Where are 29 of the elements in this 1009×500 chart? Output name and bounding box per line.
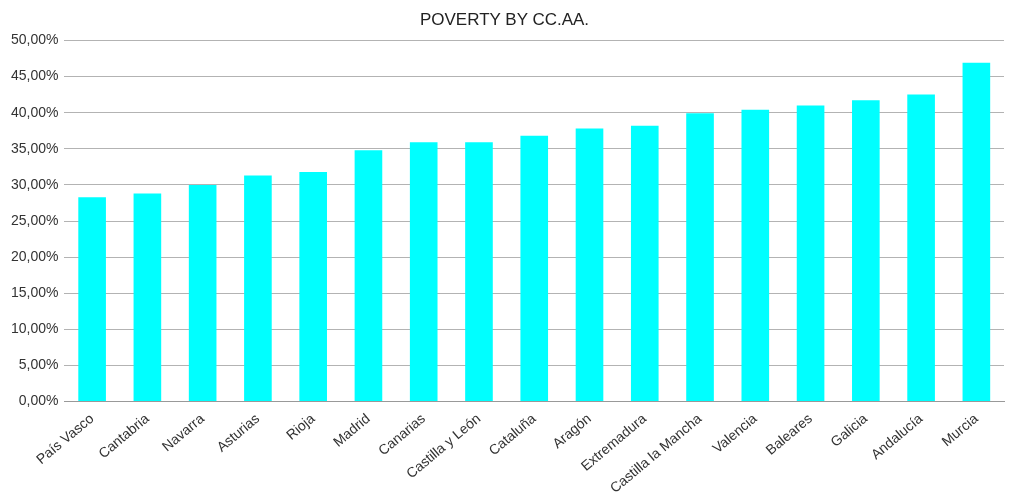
- y-tick-label: 0,00%: [18, 392, 59, 409]
- bar: [188, 184, 217, 402]
- bar: [520, 135, 549, 402]
- bar: [244, 175, 272, 402]
- bar: [133, 193, 162, 402]
- bar: [796, 105, 825, 402]
- bar: [907, 94, 935, 402]
- y-tick-label: 30,00%: [11, 175, 59, 192]
- bar: [741, 109, 770, 402]
- bar: [465, 142, 493, 402]
- bar: [299, 171, 327, 402]
- chart-title: POVERTY BY CC.AA.: [419, 9, 590, 29]
- y-tick-label: 15,00%: [11, 284, 59, 301]
- bar: [575, 128, 604, 402]
- y-tick-label: 50,00%: [11, 31, 59, 48]
- y-tick-label: 10,00%: [11, 320, 59, 337]
- y-tick-label: 35,00%: [11, 139, 59, 156]
- bar: [354, 150, 383, 402]
- bar: [630, 125, 659, 402]
- bar: [852, 100, 880, 402]
- bar: [686, 113, 714, 402]
- y-tick-label: 5,00%: [18, 356, 59, 373]
- bar: [962, 62, 991, 402]
- bar: [78, 197, 106, 402]
- y-tick-label: 20,00%: [11, 247, 59, 264]
- bar: [409, 142, 438, 402]
- y-tick-label: 25,00%: [11, 211, 59, 228]
- y-tick-label: 45,00%: [11, 67, 59, 84]
- y-tick-label: 40,00%: [11, 103, 59, 120]
